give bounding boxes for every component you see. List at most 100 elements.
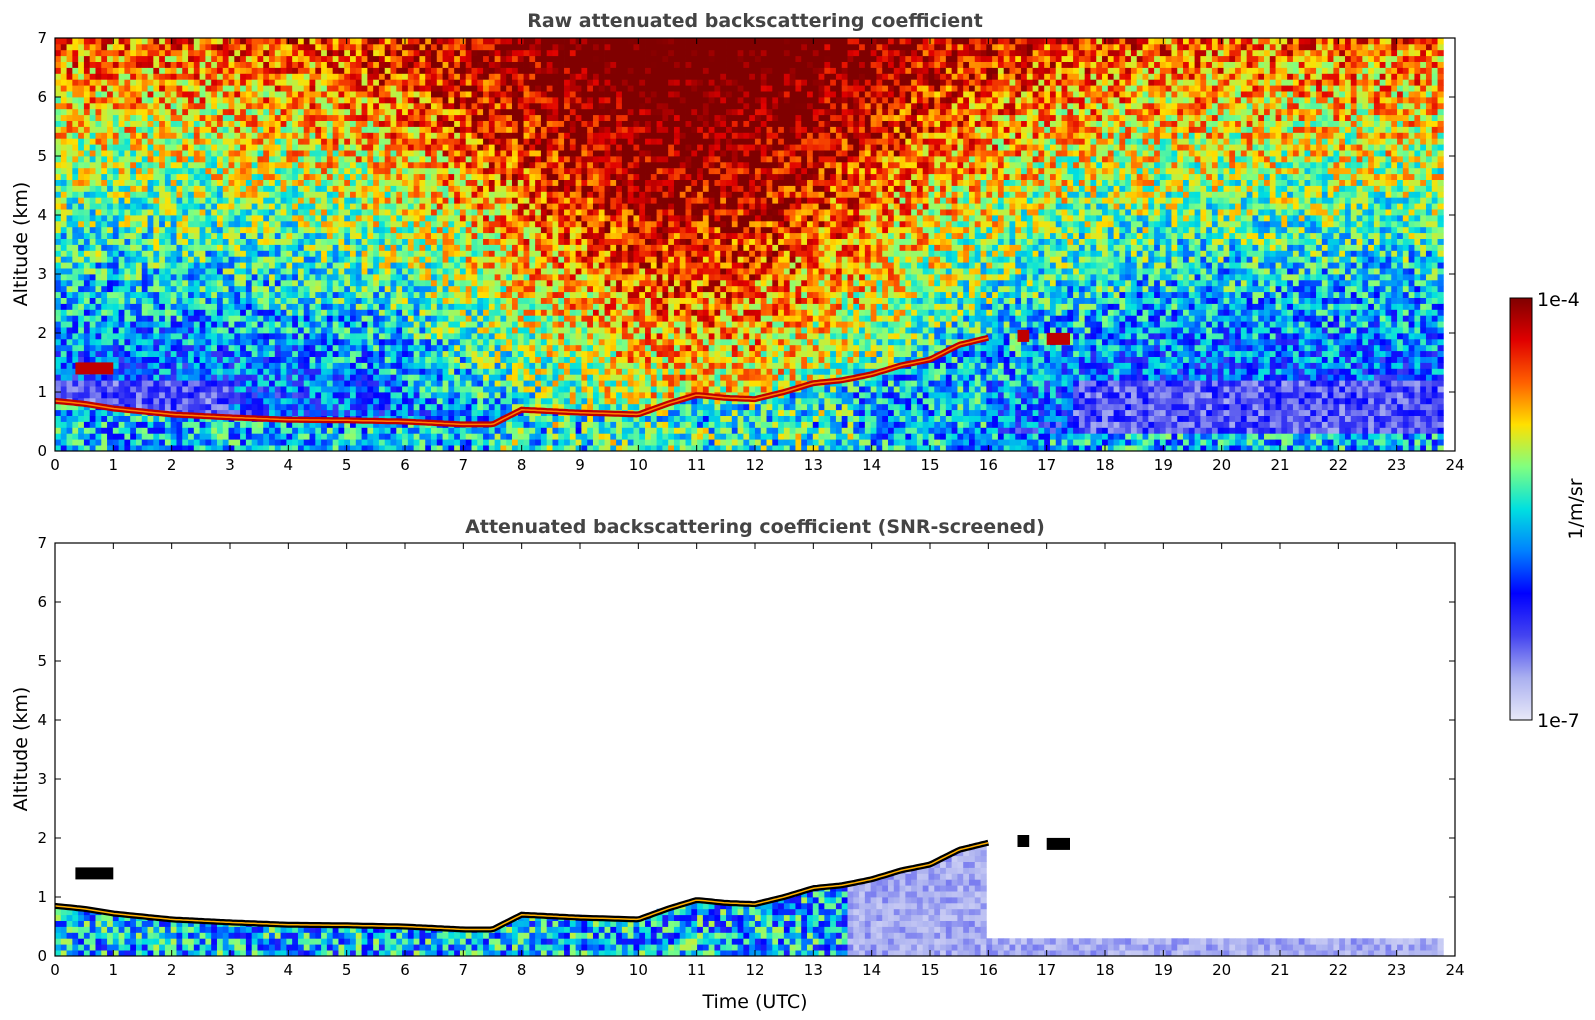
heatmap-cell: [141, 421, 148, 428]
heatmap-cell: [257, 256, 264, 263]
heatmap-cell: [164, 173, 172, 180]
heatmap-cell: [390, 120, 397, 127]
heatmap-cell: [89, 439, 96, 446]
heatmap-cell: [89, 179, 96, 186]
heatmap-cell: [442, 144, 449, 151]
heatmap-cell: [95, 297, 102, 304]
heatmap-cell: [459, 97, 467, 104]
heatmap-cell: [112, 167, 120, 175]
heatmap-cell: [55, 315, 62, 322]
heatmap-cell: [361, 43, 368, 51]
heatmap-cell: [251, 374, 258, 381]
heatmap-cell: [292, 79, 299, 86]
heatmap-cell: [141, 279, 148, 287]
heatmap-cell: [188, 309, 195, 316]
heatmap-cell: [263, 421, 270, 428]
heatmap-cell: [373, 244, 380, 251]
heatmap-cell: [216, 91, 224, 98]
heatmap-cell: [326, 303, 334, 310]
heatmap-cell: [297, 203, 305, 210]
heatmap-cell: [95, 333, 102, 340]
heatmap-cell: [326, 403, 334, 411]
heatmap-cell: [297, 356, 305, 363]
heatmap-cell: [95, 350, 102, 357]
heatmap-cell: [309, 173, 316, 180]
heatmap-cell: [164, 380, 172, 387]
heatmap-cell: [384, 167, 391, 175]
heatmap-cell: [211, 49, 218, 57]
heatmap-cell: [280, 138, 287, 145]
heatmap-cell: [55, 150, 62, 157]
heatmap-cell: [442, 73, 449, 80]
heatmap-cell: [112, 120, 120, 127]
heatmap-cell: [216, 120, 224, 127]
heatmap-cell: [402, 250, 409, 257]
heatmap-cell: [240, 397, 247, 405]
heatmap-cell: [66, 386, 73, 393]
heatmap-cell: [315, 120, 322, 127]
heatmap-cell: [384, 197, 391, 204]
heatmap-cell: [83, 309, 91, 316]
heatmap-cell: [344, 268, 351, 275]
heatmap-cell: [361, 439, 368, 446]
heatmap-cell: [107, 327, 114, 334]
heatmap-cell: [141, 144, 148, 151]
heatmap-cell: [280, 297, 287, 304]
heatmap-cell: [384, 374, 391, 381]
heatmap-cell: [402, 191, 409, 198]
heatmap-cell: [199, 85, 206, 92]
heatmap-cell: [112, 262, 120, 269]
heatmap-cell: [72, 226, 79, 234]
heatmap-cell: [257, 55, 264, 62]
heatmap-cell: [182, 49, 189, 57]
heatmap-cell: [78, 97, 85, 104]
heatmap-cell: [332, 38, 339, 45]
heatmap-cell: [199, 114, 206, 121]
heatmap-cell: [407, 374, 415, 381]
heatmap-cell: [182, 297, 189, 304]
heatmap-cell: [292, 108, 299, 116]
heatmap-cell: [176, 191, 183, 198]
heatmap-cell: [407, 226, 415, 234]
heatmap-cell: [60, 126, 67, 133]
heatmap-cell: [182, 55, 189, 62]
heatmap-cell: [78, 203, 85, 210]
heatmap-cell: [321, 421, 328, 428]
heatmap-cell: [442, 256, 449, 263]
heatmap-cell: [396, 197, 403, 204]
heatmap-cell: [338, 291, 345, 298]
heatmap-cell: [459, 256, 467, 263]
heatmap-cell: [159, 433, 166, 440]
heatmap-cell: [303, 315, 310, 322]
heatmap-cell: [274, 185, 281, 192]
heatmap-cell: [263, 185, 270, 192]
heatmap-cell: [205, 262, 212, 269]
heatmap-cell: [355, 274, 362, 281]
heatmap-cell: [425, 114, 432, 121]
heatmap-cell: [211, 327, 218, 334]
heatmap-cell: [367, 238, 374, 245]
heatmap-cell: [130, 333, 137, 340]
heatmap-cell: [436, 392, 443, 399]
heatmap-cell: [205, 179, 212, 186]
heatmap-cell: [407, 403, 415, 411]
heatmap-cell: [407, 297, 415, 304]
heatmap-cell: [344, 344, 351, 352]
heatmap-cell: [101, 439, 108, 446]
heatmap-cell: [95, 114, 102, 121]
heatmap-cell: [130, 256, 137, 263]
heatmap-cell: [182, 250, 189, 257]
heatmap-cell: [170, 85, 177, 92]
heatmap-cell: [448, 327, 455, 334]
heatmap-cell: [355, 150, 362, 157]
heatmap-cell: [338, 362, 345, 369]
heatmap-cell: [205, 279, 212, 287]
heatmap-cell: [465, 392, 472, 399]
heatmap-cell: [425, 144, 432, 151]
heatmap-cell: [292, 73, 299, 80]
heatmap-cell: [315, 150, 322, 157]
heatmap-cell: [72, 215, 79, 222]
heatmap-cell: [199, 232, 206, 239]
heatmap-cell: [257, 102, 264, 110]
heatmap-cell: [193, 85, 201, 92]
